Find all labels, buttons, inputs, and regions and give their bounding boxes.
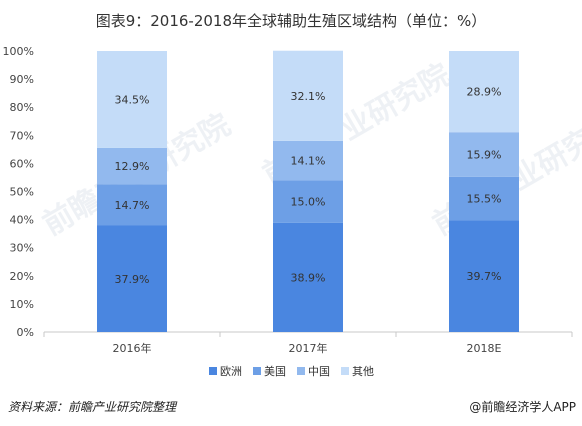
bar-segment-4 <box>273 50 343 141</box>
y-tick-label: 0% <box>17 326 34 339</box>
y-tick-label: 70% <box>10 129 34 142</box>
data-label: 32.1% <box>291 90 326 103</box>
x-tick-label: 2016年 <box>113 341 152 355</box>
bar-segment-1 <box>273 222 343 332</box>
legend-swatch-4 <box>341 367 349 375</box>
legend-label: 其他 <box>352 365 374 378</box>
y-tick-label: 20% <box>10 270 34 283</box>
y-tick-label: 90% <box>10 73 34 86</box>
data-label: 15.5% <box>467 193 502 206</box>
data-label: 14.7% <box>115 199 150 212</box>
y-tick-label: 10% <box>10 298 34 311</box>
legend-label: 美国 <box>264 365 286 378</box>
bar-segment-4 <box>449 51 519 133</box>
y-tick-label: 100% <box>3 45 34 58</box>
bar-segment-1 <box>449 220 519 332</box>
legend-label: 欧洲 <box>220 365 242 378</box>
y-tick-label: 30% <box>10 242 34 255</box>
legend-swatch-2 <box>253 367 261 375</box>
y-tick-label: 50% <box>10 186 34 199</box>
bar-segment-4 <box>97 51 167 148</box>
data-label: 15.0% <box>291 196 326 209</box>
y-tick-label: 60% <box>10 157 34 170</box>
data-label: 34.5% <box>115 93 150 106</box>
bar-segment-3 <box>273 140 343 181</box>
data-label: 39.7% <box>467 270 502 283</box>
legend-swatch-3 <box>297 367 305 375</box>
bar-segment-3 <box>449 132 519 177</box>
bar-segment-3 <box>97 147 167 185</box>
y-tick-label: 80% <box>10 101 34 114</box>
data-label: 12.9% <box>115 160 150 173</box>
data-label: 14.1% <box>291 155 326 168</box>
x-tick-label: 2017年 <box>289 341 328 355</box>
bar-segment-2 <box>449 176 519 221</box>
bar-segment-2 <box>273 180 343 223</box>
chart-title: 图表9：2016-2018年全球辅助生殖区域结构（单位：%） <box>95 12 487 30</box>
bar-segment-2 <box>97 184 167 226</box>
x-tick-label: 2018E <box>467 342 502 355</box>
legend-label: 中国 <box>308 365 330 378</box>
data-label: 15.9% <box>467 149 502 162</box>
data-label: 38.9% <box>291 271 326 284</box>
data-label: 28.9% <box>467 86 502 99</box>
bar-segment-1 <box>97 225 167 332</box>
credit-note: @前瞻经济学人APP <box>469 400 576 414</box>
data-label: 37.9% <box>115 273 150 286</box>
source-note: 资料来源：前瞻产业研究院整理 <box>8 400 177 414</box>
legend-swatch-1 <box>209 367 217 375</box>
y-tick-label: 40% <box>10 214 34 227</box>
